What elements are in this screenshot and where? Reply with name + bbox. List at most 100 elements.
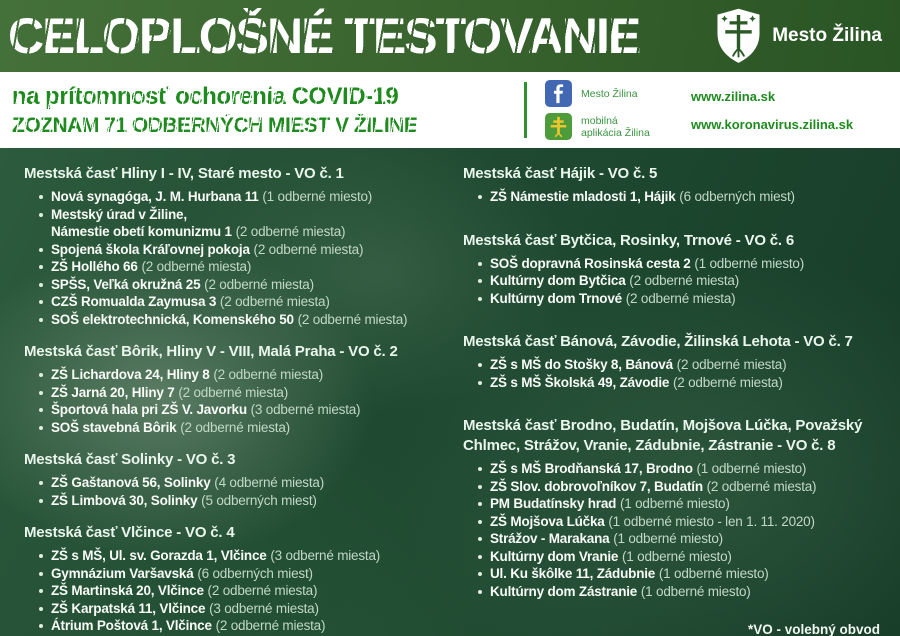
location-text: PM Budatínsky hrad (1 odberné miesto) — [490, 495, 730, 513]
zilina-crest-icon — [717, 8, 760, 63]
district-section: Mestská časť Bytčica, Rosinky, Trnové - … — [463, 231, 892, 308]
link-zilina[interactable]: www.zilina.sk — [691, 88, 776, 104]
location-detail: (6 odberných miest) — [679, 189, 795, 204]
location-text: Mestský úrad v Žiline, Námestie obetí ko… — [51, 206, 346, 241]
app-row: mobilná aplikácia Žilina — [545, 113, 675, 140]
location-list: ZŠ s MŠ, Ul. sv. Gorazda 1, Vlčince (3 o… — [24, 547, 442, 635]
bullet-icon — [39, 300, 43, 304]
bullet-icon — [39, 624, 43, 628]
location-list: Nová synagóga, J. M. Hurbana 11 (1 odber… — [24, 188, 442, 328]
location-detail: (1 odberné miesto) — [696, 461, 807, 476]
subtitle-line2: ZOZNAM 71 ODBERNÝCH MIEST V ŽILINE — [12, 113, 418, 137]
district-heading: Mestská časť Vlčince - VO č. 4 — [24, 524, 235, 541]
location-detail: (2 odberné miesta) — [625, 290, 736, 306]
location-detail: (2 odberné miesta) — [219, 294, 330, 309]
location-detail: (2 odberné miesta) — [235, 224, 346, 239]
location-name: ZŠ Námestie mladosti 1, Hájik — [490, 189, 676, 204]
bullet-icon — [478, 279, 482, 283]
bullet-icon — [39, 247, 43, 252]
location-detail: (2 odberné miesta) — [207, 583, 318, 598]
location-text: Kultúrny dom Vranie (1 odberné miesto) — [490, 548, 732, 566]
location-item: ZŠ Lichardova 24, Hliny 8 (2 odberné mie… — [39, 366, 442, 384]
location-list: ZŠ Gaštanová 56, Solinky (4 odberné mies… — [24, 474, 442, 509]
bullet-icon — [478, 484, 482, 489]
city-brand-label: Mesto Žilina — [772, 25, 882, 46]
location-text: ZŠ Jarná 20, Hliny 7 (2 odberné miesta) — [51, 384, 288, 402]
location-detail: (1 odberné miesto - len 1. 11. 2020) — [608, 513, 815, 529]
location-name: SOŠ dopravná Rosinská cesta 2 — [490, 255, 691, 271]
location-text: ZŠ Martinská 20, Vlčince (2 odberné mies… — [51, 582, 317, 600]
location-item: Ul. Ku škôlke 11, Zádubnie (1 odberné mi… — [478, 565, 892, 583]
location-name: Ul. Ku škôlke 11, Zádubnie — [490, 566, 656, 581]
location-item: Kultúrny dom Zástranie (1 odberné miesto… — [478, 583, 892, 601]
location-detail: (2 odberné miesta) — [180, 419, 290, 435]
bullet-icon — [478, 537, 482, 541]
location-text: Športová hala pri ZŠ V. Javorku (3 odber… — [51, 401, 361, 419]
location-detail: (2 odberné miesta) — [706, 478, 817, 494]
location-detail: (5 odberných miest) — [201, 492, 317, 508]
bullet-icon — [478, 572, 482, 576]
location-name: Átrium Poštová 1, Vlčince — [51, 618, 212, 633]
location-name: ZŠ Limbová 30, Solinky — [51, 492, 198, 508]
location-text: Kultúrny dom Trnové (2 odberné miesta) — [490, 290, 736, 308]
district-section: Mestská časť Bánová, Závodie, Žilinská L… — [463, 332, 892, 391]
facebook-icon — [545, 80, 572, 107]
district-section: Mestská časť Brodno, Budatín, Mojšova Lú… — [463, 416, 892, 600]
location-item: ZŠ Slov. dobrovoľníkov 7, Budatín (2 odb… — [478, 478, 892, 496]
location-list: ZŠ s MŠ Brodňanská 17, Brodno (1 odberné… — [463, 460, 892, 600]
location-text: ZŠ Mojšova Lúčka (1 odberné miesto - len… — [490, 513, 815, 531]
location-name: Spojená škola Kráľovnej pokoja — [51, 241, 250, 257]
district-heading: Mestská časť Hájik - VO č. 5 — [463, 165, 658, 182]
bullet-icon — [39, 373, 43, 377]
location-detail: (4 odberné miesta) — [214, 475, 324, 490]
facebook-label: Mesto Žilina — [581, 87, 638, 100]
location-item: Kultúrny dom Bytčica (2 odberné miesta) — [478, 272, 892, 290]
location-list: ZŠ Námestie mladosti 1, Hájik (6 odberný… — [463, 188, 892, 206]
bullet-icon — [39, 265, 43, 269]
location-item: ZŠ Karpatská 11, Vlčince (3 odberné mies… — [39, 600, 442, 618]
location-item: Kultúrny dom Trnové (2 odberné miesta) — [478, 290, 892, 308]
location-text: ZŠ Gaštanová 56, Solinky (4 odberné mies… — [51, 474, 324, 492]
location-name: Kultúrny dom Zástranie — [490, 583, 638, 599]
location-item: SOŠ elektrotechnická, Komenského 50 (2 o… — [39, 311, 442, 329]
location-text: Strážov - Marakana (1 odberné miesto) — [490, 530, 723, 548]
location-text: SOŠ stavebná Bôrik (2 odberné miesta) — [51, 419, 290, 437]
link-koronavirus[interactable]: www.koronavirus.zilina.sk — [691, 116, 854, 132]
location-detail: (3 odberné miesta) — [209, 600, 319, 616]
location-item: ZŠ Námestie mladosti 1, Hájik (6 odberný… — [478, 188, 892, 206]
location-detail: (1 odberné miesto) — [658, 566, 769, 581]
bullet-icon — [478, 195, 482, 199]
bullet-icon — [478, 554, 482, 559]
district-section: Mestská časť Solinky - VO č. 3 ZŠ Gaštan… — [24, 450, 442, 509]
bullet-icon — [478, 296, 482, 301]
location-detail: (1 odberné miesto) — [613, 531, 723, 546]
bullet-icon — [478, 363, 482, 367]
location-text: ZŠ Hollého 66 (2 odberné miesta) — [51, 258, 251, 276]
location-name: ZŠ Martinská 20, Vlčince — [51, 583, 204, 598]
location-text: Kultúrny dom Bytčica (2 odberné miesta) — [490, 272, 739, 290]
location-item: Nová synagóga, J. M. Hurbana 11 (1 odber… — [39, 188, 442, 206]
location-item: ZŠ s MŠ Školská 49, Závodie (2 odberné m… — [478, 374, 892, 392]
bullet-icon — [478, 467, 482, 471]
location-text: Spojená škola Kráľovnej pokoja (2 odbern… — [51, 241, 363, 259]
location-name: ZŠ s MŠ, Ul. sv. Gorazda 1, Vlčince — [51, 548, 267, 563]
location-text: SOŠ dopravná Rosinská cesta 2 (1 odberné… — [490, 255, 804, 273]
bullet-icon — [39, 498, 43, 503]
location-item: ZŠ s MŠ, Ul. sv. Gorazda 1, Vlčince (3 o… — [39, 547, 442, 565]
location-name: ZŠ s MŠ do Stošky 8, Bánová — [490, 357, 673, 372]
location-name: ZŠ Hollého 66 — [51, 259, 138, 274]
location-list: ZŠ s MŠ do Stošky 8, Bánová (2 odberné m… — [463, 356, 892, 391]
location-item: ZŠ Limbová 30, Solinky (5 odberných mies… — [39, 492, 442, 510]
bullet-icon — [39, 481, 43, 485]
location-name: PM Budatínsky hrad — [490, 496, 617, 511]
location-detail: (2 odberné miesta) — [213, 367, 324, 382]
location-list: ZŠ Lichardova 24, Hliny 8 (2 odberné mie… — [24, 366, 442, 436]
bullet-icon — [39, 589, 43, 593]
location-detail: (3 odberné miesta) — [250, 402, 361, 417]
location-detail: (2 odberné miesta) — [204, 276, 314, 292]
location-item: ZŠ s MŠ Brodňanská 17, Brodno (1 odberné… — [478, 460, 892, 478]
bullet-icon — [39, 571, 43, 576]
location-name: ZŠ Slov. dobrovoľníkov 7, Budatín — [490, 478, 703, 494]
district-section: Mestská časť Hliny I - IV, Staré mesto -… — [24, 164, 442, 328]
header-banner: CELOPLOŠNÉ TESTOVANIE Mesto Žilina — [0, 0, 900, 72]
